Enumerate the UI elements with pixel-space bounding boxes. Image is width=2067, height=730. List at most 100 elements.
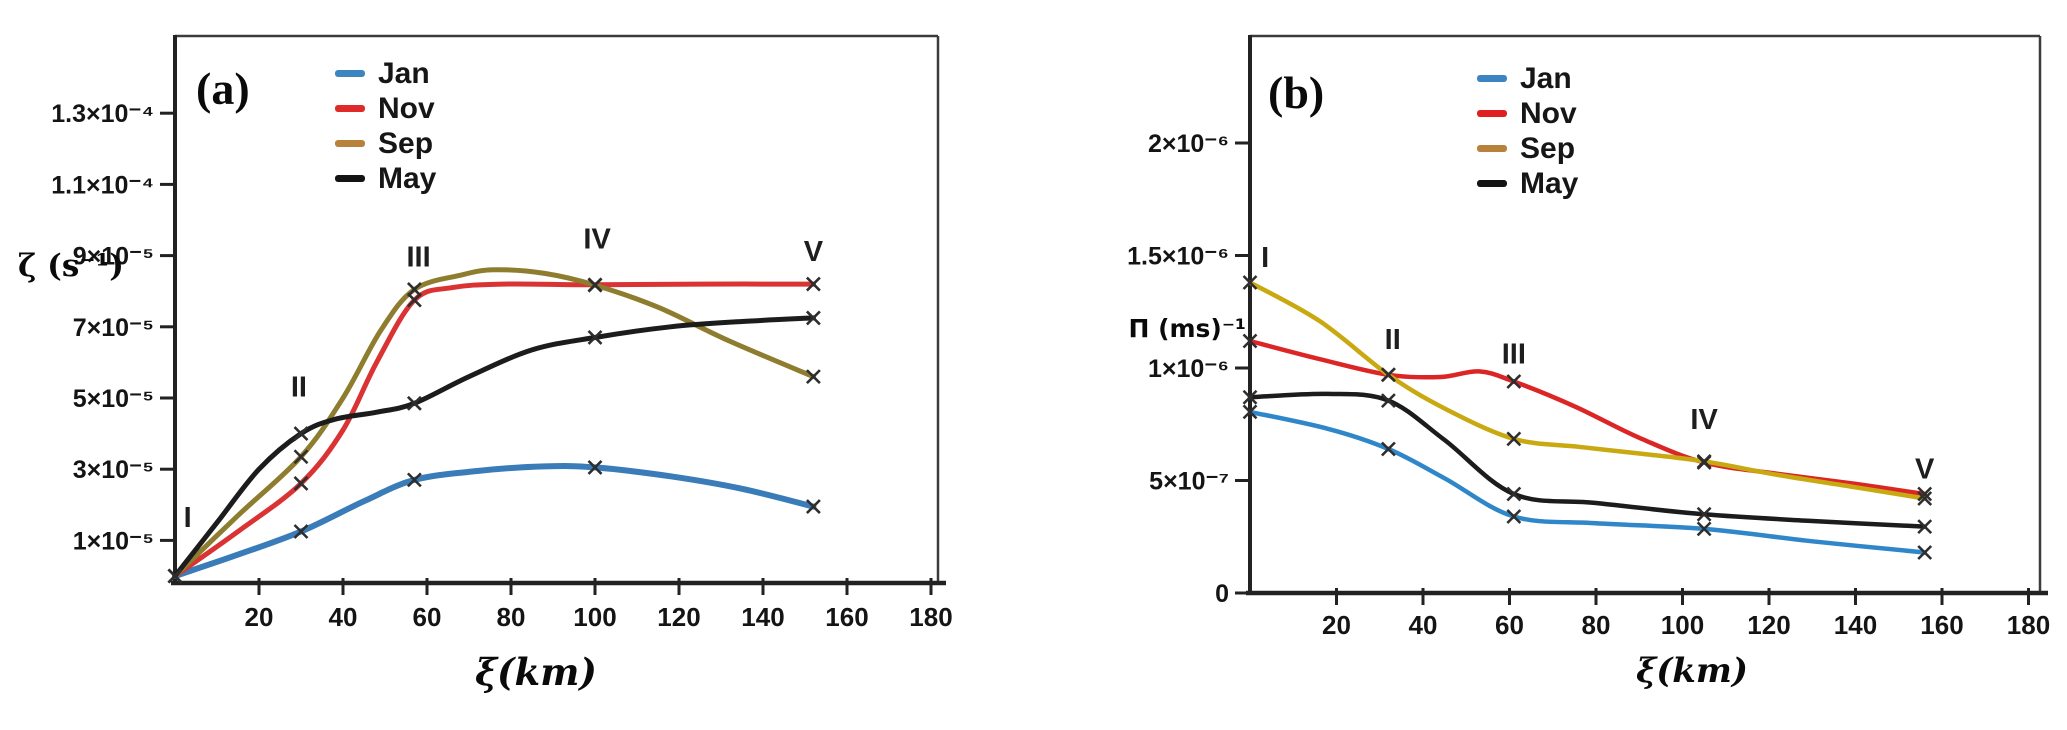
panel-a-x-axis-label: ξ(km) (475, 650, 597, 694)
panel-a-label: (a) (196, 63, 250, 114)
data-marker-may (167, 568, 183, 584)
x-tick-label: 40 (329, 602, 358, 632)
series-curve-jan (1247, 409, 1927, 555)
panel-a: 20 40 60 80 100 120 140 160 180 1.3×10⁻⁴ 1.1×10⁻⁴ 9… (51, 34, 953, 632)
data-marker-jan (1696, 521, 1712, 537)
marker-x-stroke (293, 476, 309, 491)
series-curve-may (1247, 391, 1927, 529)
y-tick-label: 5×10⁻⁷ (1149, 468, 1229, 496)
station-annotation-II: II (291, 371, 307, 403)
station-annotation-IV: IV (1690, 404, 1718, 436)
legend-swatch-nov (1477, 110, 1507, 117)
marker-x-stroke (293, 426, 309, 442)
y-tick-label: 1.3×10⁻⁴ (51, 100, 154, 128)
x-tick-label: 40 (1409, 610, 1438, 640)
data-marker-nov (293, 476, 309, 491)
data-marker-may (406, 395, 422, 411)
x-tick-label: 120 (657, 602, 700, 632)
marker-x-stroke (293, 524, 309, 539)
marker-x-stroke (1242, 275, 1258, 290)
x-tick-label: 120 (1747, 610, 1790, 640)
legend-swatch-sep (335, 140, 365, 147)
data-marker-nov (1917, 486, 1933, 502)
data-marker-may (805, 310, 821, 326)
y-tick-label: 5×10⁻⁵ (73, 385, 154, 413)
data-marker-may (1917, 519, 1933, 535)
marker-x-stroke (587, 460, 603, 475)
marker-x-stroke (406, 395, 422, 411)
legend-label-nov: Nov (1520, 96, 1577, 130)
panel-b-legend: Jan Nov Sep May (1477, 61, 1578, 201)
panel-a-y-axis-label: ζ (s⁻¹) (18, 248, 124, 284)
marker-x-stroke (1917, 519, 1933, 535)
legend-item-jan: Jan (1477, 61, 1578, 96)
data-marker-may (1696, 506, 1712, 522)
marker-x-stroke (587, 330, 603, 345)
x-tick-label: 100 (573, 602, 616, 632)
legend-swatch-nov (335, 105, 365, 112)
legend-label-may: May (1520, 166, 1579, 200)
y-tick-label: 1.1×10⁻⁴ (51, 171, 154, 199)
data-marker-sep (1242, 275, 1258, 290)
x-tick-label: 140 (1834, 610, 1877, 640)
x-tick-label: 160 (1920, 610, 1963, 640)
legend-item-sep: Sep (1477, 131, 1578, 166)
x-tick-label: 80 (497, 602, 526, 632)
marker-x-stroke (1506, 374, 1522, 389)
station-annotation-II: II (1385, 324, 1401, 356)
data-marker-sep (1696, 453, 1712, 469)
marker-x-stroke (805, 369, 821, 385)
marker-x-stroke (1696, 453, 1712, 469)
marker-x-stroke (1917, 486, 1933, 502)
series-curve-nov (172, 281, 816, 579)
legend-label-sep: Sep (378, 126, 434, 160)
data-marker-nov (1242, 333, 1258, 349)
series-curve-may (172, 315, 816, 579)
legend-label-sep: Sep (1520, 131, 1576, 165)
data-marker-sep (805, 369, 821, 385)
marker-x-stroke (293, 449, 309, 465)
marker-x-stroke (1917, 491, 1933, 506)
data-marker-jan (1380, 441, 1396, 457)
marker-x-stroke (406, 282, 422, 297)
marker-x-stroke (1506, 431, 1522, 447)
marker-x-stroke (1242, 389, 1258, 405)
x-tick-label: 160 (825, 602, 868, 632)
marker-x-stroke (1380, 367, 1396, 383)
legend-label-jan: Jan (1520, 61, 1572, 95)
panel-b-label: (b) (1268, 67, 1325, 118)
data-marker-jan (293, 524, 309, 539)
data-marker-jan (406, 472, 422, 488)
series-curve-nov (1247, 338, 1927, 497)
data-marker-jan (1506, 509, 1522, 524)
legend-swatch-may (335, 175, 365, 182)
marker-x-stroke (406, 472, 422, 488)
station-annotation-I: I (184, 502, 192, 534)
x-tick-label: 80 (1582, 610, 1611, 640)
x-tick-label: 20 (245, 602, 274, 632)
x-tick-label: 60 (1495, 610, 1524, 640)
data-marker-may (1242, 389, 1258, 405)
panel-b-x-axis-label: ξ(km) (1636, 651, 1748, 691)
legend-item-jan: Jan (335, 56, 436, 91)
marker-x-stroke (805, 276, 821, 292)
series-curve-sep (172, 267, 816, 579)
data-marker-jan (1242, 404, 1258, 420)
legend-swatch-jan (335, 70, 365, 77)
y-tick-label: 3×10⁻⁵ (73, 456, 154, 484)
marker-x-stroke (1917, 545, 1933, 560)
legend-item-may: May (335, 161, 436, 196)
marker-x-stroke (805, 499, 821, 514)
legend-label-nov: Nov (378, 91, 435, 125)
x-tick-label: 180 (2007, 610, 2050, 640)
panel-b: 20 40 60 80 100 120 140 160 180 2×10⁻⁶ 1.5×10⁻⁶ 1×1… (1127, 34, 2050, 640)
y-tick-label: 1.5×10⁻⁶ (1127, 243, 1229, 271)
marker-x-stroke (1506, 509, 1522, 524)
x-tick-label: 140 (741, 602, 784, 632)
x-tick-label: 60 (413, 602, 442, 632)
data-marker-may (587, 330, 603, 345)
legend-swatch-may (1477, 180, 1507, 187)
data-marker-sep (1506, 431, 1522, 447)
